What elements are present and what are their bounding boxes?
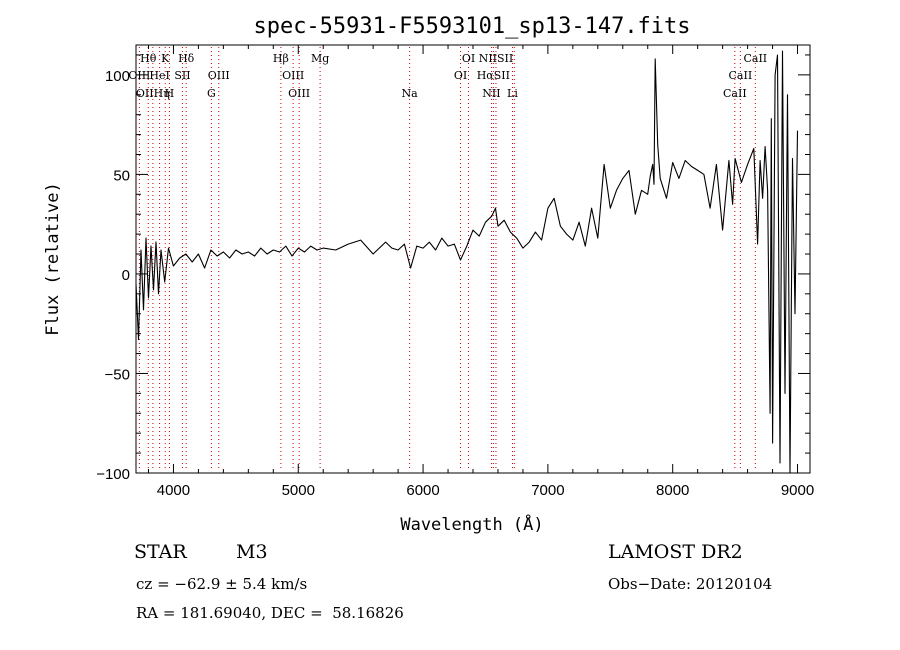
x-tick-label: 9000 bbox=[781, 482, 814, 499]
spectral-line-markers bbox=[135, 47, 756, 471]
y-tick-label: −100 bbox=[96, 466, 130, 483]
spectral-line-label: CaII bbox=[729, 69, 753, 82]
chart-title: spec-55931-F5593101_sp13-147.fits bbox=[253, 14, 690, 39]
spectral-line-label: NIISII bbox=[479, 52, 514, 65]
spectral-line-label: OIII bbox=[208, 69, 230, 82]
spectral-line-label: NII bbox=[482, 87, 500, 100]
spectral-line-label: OIIHη bbox=[136, 87, 170, 100]
spectral-line-label: CaII bbox=[723, 87, 747, 100]
spectral-line-label: H bbox=[165, 87, 175, 100]
spectral-line-label: Na bbox=[402, 87, 419, 100]
x-axis: 4000 5000 6000 7000 8000 9000 bbox=[147, 45, 814, 499]
spectral-line-label: K bbox=[161, 52, 170, 65]
y-tick-label: −50 bbox=[105, 366, 130, 383]
y-axis-label: Flux (relative) bbox=[43, 182, 63, 336]
y-tick-label: 50 bbox=[113, 167, 130, 184]
spectral-line-label: HαSII bbox=[477, 69, 510, 82]
spectral-line-label: CaII bbox=[743, 52, 767, 65]
spectrum-line bbox=[135, 50, 799, 474]
redshift-velocity: cz = −62.9 ± 5.4 km/s bbox=[136, 575, 308, 593]
x-tick-label: 7000 bbox=[531, 482, 564, 499]
x-tick-label: 6000 bbox=[406, 482, 439, 499]
x-tick-label: 5000 bbox=[282, 482, 315, 499]
spectral-line-label: OI bbox=[462, 52, 475, 65]
y-axis: −100 −50 0 50 100 bbox=[96, 54, 810, 483]
sky-coordinates: RA = 181.69040, DEC = 58.16826 bbox=[136, 604, 404, 622]
spectral-line-label: OIII bbox=[282, 69, 304, 82]
y-tick-label: 0 bbox=[122, 267, 130, 284]
spectral-line-label: SII bbox=[174, 69, 190, 82]
spectral-line-label: Mg bbox=[311, 52, 329, 65]
observation-date: Obs−Date: 20120104 bbox=[608, 575, 773, 593]
spectrum-series bbox=[135, 50, 799, 474]
y-tick-label: 100 bbox=[105, 68, 130, 85]
spectral-line-label: OI bbox=[454, 69, 467, 82]
object-subclass: M3 bbox=[236, 541, 268, 563]
spectral-line-label: Hδ bbox=[178, 52, 195, 65]
x-tick-label: 4000 bbox=[157, 482, 190, 499]
x-tick-label: 8000 bbox=[656, 482, 689, 499]
plot-frame bbox=[135, 44, 811, 474]
spectral-line-label: Li bbox=[507, 87, 518, 100]
survey-name: LAMOST DR2 bbox=[608, 541, 743, 563]
spectral-line-label: OIII bbox=[128, 69, 150, 82]
x-axis-label: Wavelength (Å) bbox=[400, 513, 543, 535]
spectral-line-label: HeI bbox=[149, 69, 169, 82]
spectral-line-label: Hθ bbox=[140, 52, 157, 65]
spectral-line-label: OIII bbox=[288, 87, 310, 100]
spectral-line-label: G bbox=[207, 87, 216, 100]
object-type: STAR bbox=[134, 541, 187, 563]
spectral-line-label: Hβ bbox=[273, 52, 289, 65]
